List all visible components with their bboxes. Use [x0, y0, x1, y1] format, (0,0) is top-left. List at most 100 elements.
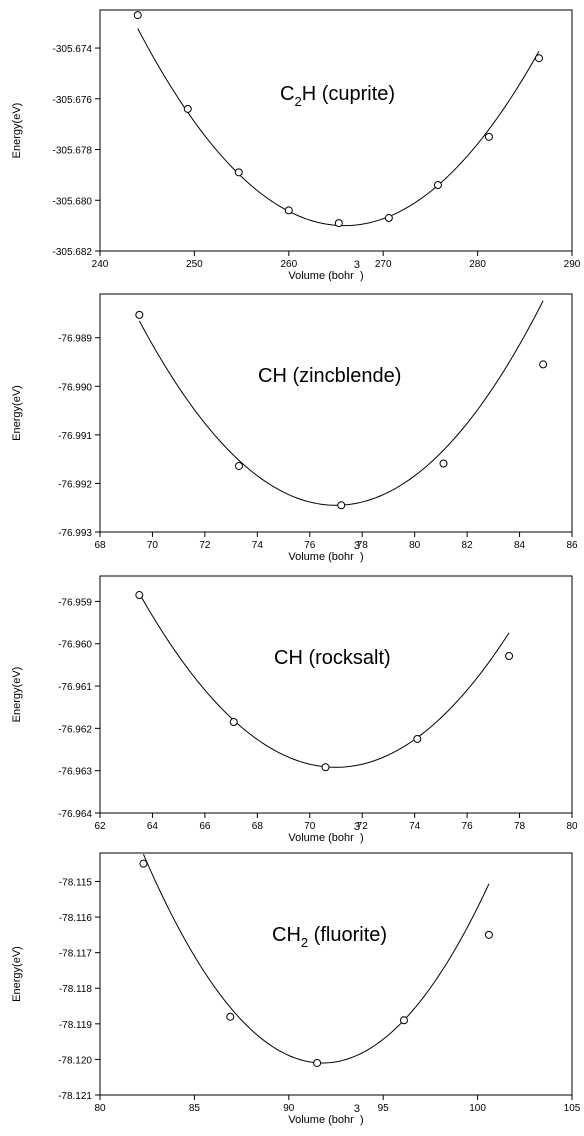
- x-tick-label: 78: [514, 821, 526, 832]
- y-tick-label: -78.117: [59, 949, 93, 960]
- y-tick-label: -78.115: [59, 877, 93, 888]
- data-point: [399, 1016, 408, 1025]
- data-point: [183, 104, 192, 113]
- x-tick-label: 260: [280, 259, 297, 270]
- y-tick-label: -76.959: [58, 597, 92, 608]
- y-tick-label: -305.674: [53, 44, 93, 55]
- y-tick-label: -76.961: [58, 682, 92, 693]
- data-point: [484, 930, 493, 939]
- y-tick-label: -78.119: [59, 1020, 93, 1031]
- x-axis-title-exponent: 3: [354, 1103, 360, 1115]
- x-axis-title-text: Volume (bohr: [288, 1114, 354, 1126]
- fit-curve: [138, 593, 510, 768]
- x-tick-label: 80: [566, 821, 578, 832]
- panel-label-subscript: 2: [301, 935, 308, 950]
- y-tick-label: -76.960: [58, 640, 92, 651]
- data-point: [505, 651, 514, 660]
- x-tick-label: 290: [564, 259, 581, 270]
- panel-label: C2H (cuprite): [280, 83, 395, 109]
- x-tick-label: 62: [94, 821, 106, 832]
- y-tick-label: -78.118: [59, 984, 93, 995]
- panel-label-main: CH: [272, 924, 301, 946]
- x-tick-label: 74: [252, 540, 264, 551]
- data-point: [484, 132, 493, 141]
- y-axis-title: Energy(eV): [11, 946, 23, 1002]
- x-tick-label: 100: [469, 1103, 486, 1114]
- x-tick-label: 72: [357, 821, 369, 832]
- chart-panel-3: 62 64 66 68 70 72 74 76 78 80 -76.959 -76.960 -76.96…: [11, 575, 578, 844]
- data-point: [321, 763, 330, 772]
- plot-frame: [99, 9, 573, 252]
- chart-panel-1: 240 250 260 270 280 290 -305.674 -305.676 -305.6…: [11, 9, 581, 282]
- panel-label: CH2 (fluorite): [272, 924, 387, 950]
- panel-label-rest: (fluorite): [308, 924, 387, 946]
- x-tick-label: 270: [375, 259, 392, 270]
- y-tick-label: -76.989: [58, 334, 92, 345]
- y-tick-label: -305.678: [53, 146, 93, 157]
- x-axis-title: Volume (bohr3): [288, 259, 363, 282]
- x-tick-label: 76: [304, 540, 316, 551]
- x-tick-label: 68: [94, 540, 106, 551]
- x-tick-label: 74: [409, 821, 421, 832]
- y-tick-label: -305.676: [53, 95, 93, 106]
- panel-label-rest: H (cuprite): [302, 83, 395, 105]
- data-point: [334, 219, 343, 228]
- y-axis-title: Energy(eV): [11, 667, 23, 723]
- x-tick-label: 80: [94, 1103, 106, 1114]
- x-axis-title-exponent: 3: [354, 259, 360, 271]
- data-point: [133, 11, 142, 20]
- data-point: [433, 181, 442, 190]
- plot-frame: [99, 293, 573, 533]
- panel-label-main: C: [280, 83, 294, 105]
- x-axis-title-exponent: 3: [354, 821, 360, 833]
- y-tick-label: -78.120: [58, 1055, 92, 1066]
- fit-curve: [138, 300, 544, 506]
- panel-label-main: CH (rocksalt): [274, 647, 391, 669]
- panel-label-subscript: 2: [294, 94, 301, 109]
- x-tick-label: 82: [462, 540, 474, 551]
- y-tick-label: -78.121: [58, 1091, 92, 1102]
- y-tick-label: -76.991: [58, 431, 92, 442]
- x-tick-label: 105: [564, 1103, 581, 1114]
- panel-label-main: CH (zincblende): [258, 365, 401, 387]
- data-point: [539, 360, 548, 369]
- x-axis-title-text: Volume (bohr: [288, 832, 354, 844]
- x-tick-label: 280: [469, 259, 486, 270]
- x-axis-title-close: ): [360, 1114, 364, 1126]
- y-tick-label: -76.962: [58, 724, 92, 735]
- x-tick-label: 84: [514, 540, 526, 551]
- y-tick-label: -78.116: [59, 913, 93, 924]
- x-tick-label: 86: [566, 540, 578, 551]
- y-axis-title: Energy(eV): [11, 103, 23, 159]
- x-tick-label: 95: [378, 1103, 390, 1114]
- x-tick-label: 78: [357, 540, 369, 551]
- x-tick-label: 68: [252, 821, 264, 832]
- plot-frame: [99, 575, 573, 814]
- y-axis-title: Energy(eV): [11, 385, 23, 441]
- x-axis-title: Volume (bohr3): [288, 1103, 363, 1126]
- data-point: [413, 734, 422, 743]
- plot-frame: [99, 852, 573, 1096]
- data-point: [135, 591, 144, 600]
- data-point: [284, 206, 293, 215]
- chart-panel-4: 80 85 90 95 100 105 -78.115 -78.116 -78.117 -78.1…: [11, 852, 581, 1126]
- x-axis-title: Volume (bohr3): [288, 821, 363, 844]
- x-axis-title: Volume (bohr3): [288, 540, 363, 563]
- x-tick-label: 70: [304, 821, 316, 832]
- x-axis-title-exponent: 3: [354, 540, 360, 552]
- data-point: [439, 459, 448, 468]
- x-tick-label: 80: [409, 540, 421, 551]
- x-tick-label: 66: [199, 821, 211, 832]
- x-tick-label: 240: [92, 259, 109, 270]
- data-point: [234, 168, 243, 177]
- y-tick-label: -305.680: [53, 196, 93, 207]
- y-tick-label: -305.682: [53, 247, 93, 258]
- y-tick-label: -76.993: [58, 528, 92, 539]
- y-tick-label: -76.964: [58, 809, 92, 820]
- data-point: [337, 501, 346, 510]
- data-point: [135, 310, 144, 319]
- y-tick-label: -76.963: [58, 767, 92, 778]
- data-point: [234, 461, 243, 470]
